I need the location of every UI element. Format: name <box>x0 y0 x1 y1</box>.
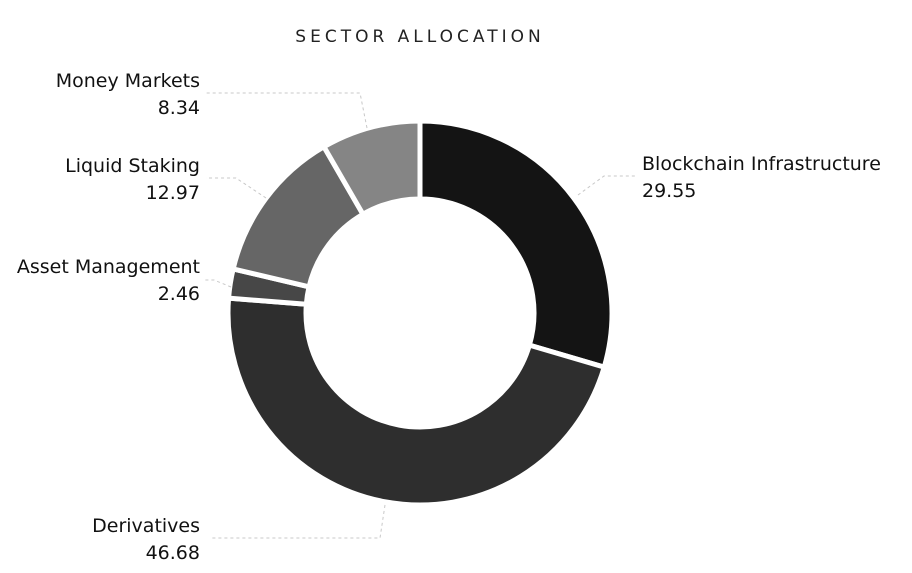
leader-line-derivatives <box>210 504 386 539</box>
slice-label-asset-management: Asset Management <box>17 256 200 278</box>
slice-blockchain-infrastructure <box>417 118 615 370</box>
leader-line-money-markets <box>206 92 368 129</box>
donut-slices <box>225 118 615 508</box>
slice-labels: Blockchain Infrastructure 29.55 Derivative… <box>17 70 881 564</box>
slice-label-liquid-staking: Liquid Staking <box>65 155 200 177</box>
slice-value-money-markets: 8.34 <box>158 97 200 119</box>
slice-value-asset-management: 2.46 <box>158 283 200 305</box>
leader-line-asset-management <box>205 279 232 288</box>
chart-title: SECTOR ALLOCATION <box>295 27 544 47</box>
slice-label-money-markets: Money Markets <box>56 70 200 92</box>
leader-lines <box>205 92 636 539</box>
slice-derivatives <box>225 295 607 508</box>
slice-value-derivatives: 46.68 <box>146 542 200 564</box>
leader-line-liquid-staking <box>206 177 267 199</box>
slice-label-blockchain-infrastructure: Blockchain Infrastructure <box>642 153 881 175</box>
slice-money-markets <box>321 118 423 217</box>
leader-line-blockchain-infrastructure <box>577 175 636 196</box>
slice-value-liquid-staking: 12.97 <box>146 182 200 204</box>
slice-label-derivatives: Derivatives <box>92 515 200 537</box>
slice-value-blockchain-infrastructure: 29.55 <box>642 180 696 202</box>
